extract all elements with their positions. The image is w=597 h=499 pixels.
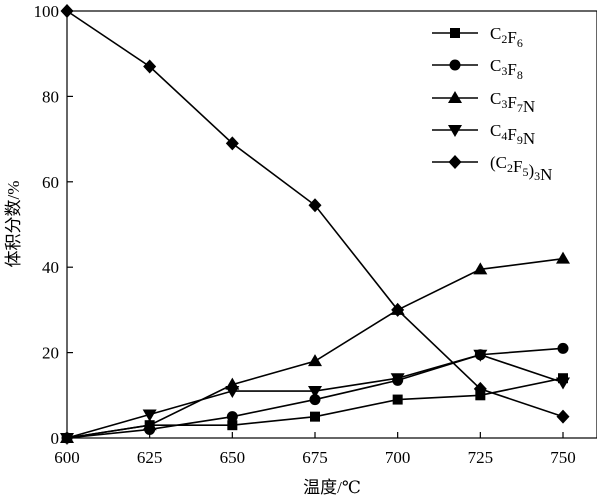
data-point [556,251,570,264]
y-tick-label: 60 [42,173,59,192]
data-point [225,386,240,399]
y-tick-label: 20 [42,344,59,363]
data-point [391,302,405,317]
data-point [308,386,322,399]
legend-label: C4F9N [490,121,535,148]
legend: C2F6 C3F8 C3F7N C4F9N (C2F5)3N [432,24,552,184]
data-point [226,411,238,423]
data-point [556,409,570,424]
data-point [310,411,320,422]
x-tick-label: 675 [302,448,328,467]
series-C4F9N [60,349,570,445]
legend-item: C3F7N [432,89,535,116]
y-tick-label: 100 [34,2,60,21]
data-point [60,433,74,445]
x-axis-label: 温度/℃ [303,478,361,497]
y-axis-label: 体积分数/% [4,181,23,268]
data-point [227,420,238,431]
x-tick-label: 625 [137,448,163,467]
data-point [392,394,403,405]
data-point [390,373,405,386]
data-point [308,198,322,213]
legend-item: C2F6 [432,24,523,50]
y-tick-label: 0 [51,429,60,448]
series-line [66,257,564,439]
data-point [225,136,239,151]
data-point [142,418,157,431]
series-(C2F5)3N [60,4,570,424]
data-point [557,342,569,354]
plot-frame [66,10,597,439]
legend-marker [448,91,462,103]
x-tick-label: 700 [385,448,411,467]
legend-marker [449,59,461,71]
y-tick-label: 80 [42,87,59,106]
x-tick-label: 750 [550,448,576,467]
x-tick-label: 650 [220,448,246,467]
legend-label: (C2F5)3N [490,153,552,184]
data-point [309,394,321,406]
legend-label: C2F6 [490,24,523,50]
y-tick-label: 40 [42,258,59,277]
x-tick-label: 725 [468,448,494,467]
axis-ticks: 600 625 650 675 700 725 750 0 20 40 60 80 100 [34,2,576,467]
data-point [60,4,74,18]
legend-item: (C2F5)3N [432,153,552,184]
data-point [473,381,487,396]
legend-label: C3F8 [490,56,523,82]
data-point [473,349,488,362]
data-point [308,354,322,367]
data-point [556,377,570,390]
data-point [473,262,488,275]
legend-item: C3F8 [432,56,523,82]
legend-marker [450,28,460,38]
legend-marker [448,125,462,137]
series-layer [60,4,570,445]
data-point [143,59,157,74]
legend-item: C4F9N [432,121,535,148]
x-tick-label: 600 [54,448,80,467]
data-point [142,409,157,422]
legend-label: C3F7N [490,89,535,116]
legend-marker [448,155,462,169]
